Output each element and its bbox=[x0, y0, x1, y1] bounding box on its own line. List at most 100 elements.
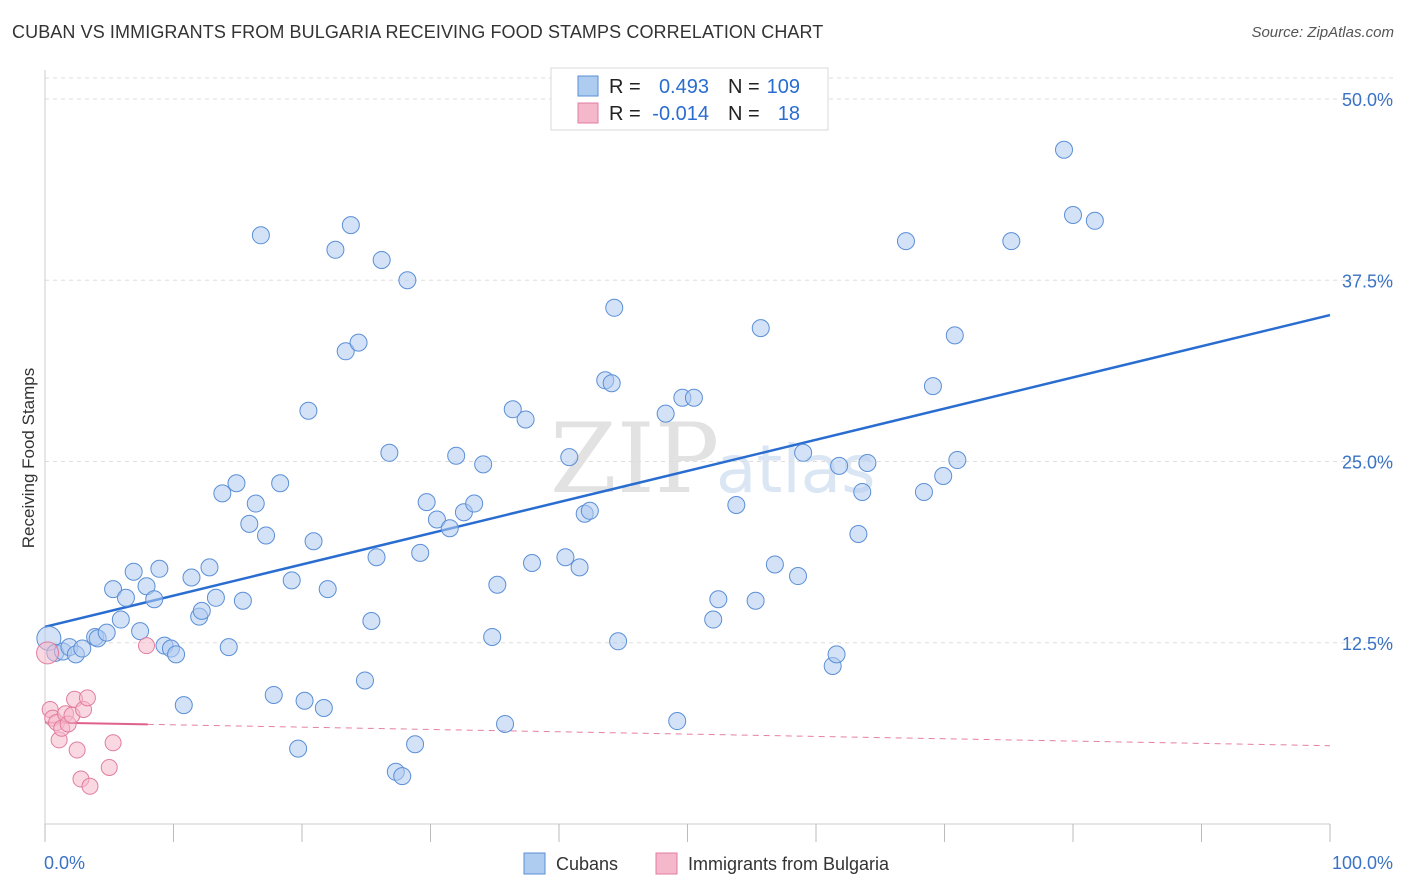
cuban-point bbox=[219, 638, 238, 657]
cuban-point bbox=[295, 691, 314, 710]
cuban-point bbox=[668, 712, 687, 731]
legend-swatch-bulgaria bbox=[577, 102, 599, 124]
y-tick-label: 50.0% bbox=[1342, 90, 1393, 110]
cuban-point bbox=[496, 714, 515, 733]
cuban-point bbox=[367, 548, 386, 567]
cuban-point bbox=[398, 271, 417, 290]
cuban-point bbox=[111, 610, 130, 629]
bulgaria-point bbox=[81, 777, 99, 795]
cuban-point bbox=[523, 554, 542, 572]
cuban-point bbox=[765, 555, 784, 574]
cuban-point bbox=[465, 494, 484, 513]
legend-r-value-cubans: 0.493 bbox=[659, 76, 709, 98]
cuban-point bbox=[427, 510, 446, 529]
cuban-point bbox=[264, 685, 283, 704]
cuban-point bbox=[580, 501, 599, 520]
cuban-point bbox=[948, 451, 967, 470]
cuban-point bbox=[289, 739, 308, 758]
cuban-point bbox=[182, 568, 201, 587]
series-legend: Cubans Immigrants from Bulgaria bbox=[523, 852, 890, 875]
cuban-point bbox=[192, 601, 211, 620]
cuban-point bbox=[299, 401, 318, 420]
cuban-point bbox=[355, 671, 374, 690]
cuban-point bbox=[516, 410, 535, 429]
cuban-point bbox=[727, 496, 746, 514]
y-tick-label: 25.0% bbox=[1342, 453, 1393, 473]
grid-lines bbox=[45, 77, 1395, 644]
legend-n-label-cubans: N = bbox=[728, 76, 760, 98]
tick-labels: 12.5% 25.0% 37.5% 50.0% 0.0% 100.0% bbox=[44, 90, 1393, 873]
y-tick-label: 37.5% bbox=[1342, 271, 1393, 291]
axes bbox=[44, 70, 1331, 842]
cuban-point bbox=[704, 610, 723, 629]
legend-r-label-bulgaria: R = bbox=[609, 103, 641, 125]
cuban-point bbox=[314, 699, 333, 717]
bulgaria-point bbox=[104, 734, 122, 752]
cuban-point bbox=[131, 622, 150, 641]
cuban-point bbox=[406, 735, 425, 754]
cuban-point bbox=[923, 377, 942, 396]
cuban-point bbox=[206, 588, 225, 607]
cuban-point bbox=[602, 374, 621, 393]
cuban-point bbox=[605, 298, 624, 317]
legend-n-label-bulgaria: N = bbox=[728, 103, 760, 125]
stats-legend: R = 0.493 N = 109 R = -0.014 N = 18 bbox=[550, 67, 829, 131]
y-tick-label: 12.5% bbox=[1342, 634, 1393, 654]
cuban-point bbox=[200, 558, 219, 577]
cuban-point bbox=[556, 548, 575, 567]
cuban-point bbox=[656, 404, 675, 423]
cuban-point bbox=[362, 612, 381, 630]
cuban-point bbox=[97, 623, 116, 642]
cuban-point bbox=[104, 580, 123, 599]
legend-r-label-cubans: R = bbox=[609, 76, 641, 98]
cuban-point bbox=[609, 632, 628, 651]
bulgaria-point bbox=[138, 637, 156, 655]
legend-n-value-bulgaria: 18 bbox=[778, 103, 800, 125]
cuban-point bbox=[503, 400, 522, 419]
x-tick-label: 0.0% bbox=[44, 853, 85, 873]
series-legend-swatch-bulgaria bbox=[655, 852, 678, 875]
cuban-point bbox=[858, 453, 877, 472]
legend-r-value-bulgaria: -0.014 bbox=[652, 103, 709, 125]
cuban-point bbox=[914, 482, 933, 501]
cuban-point bbox=[393, 767, 412, 786]
cuban-point bbox=[257, 526, 276, 545]
bulgaria-point bbox=[36, 641, 60, 665]
series-legend-label-cubans: Cubans bbox=[556, 854, 618, 874]
cuban-point bbox=[560, 448, 579, 467]
cuban-point bbox=[447, 446, 466, 465]
cuban-point bbox=[827, 645, 846, 664]
cuban-point bbox=[853, 482, 872, 501]
cuban-point bbox=[789, 567, 808, 586]
cuban-point bbox=[474, 455, 493, 474]
cuban-point bbox=[282, 571, 301, 590]
watermark: ZIP atlas bbox=[550, 403, 876, 515]
cuban-point bbox=[1085, 211, 1104, 230]
cuban-point bbox=[896, 232, 915, 251]
bulgaria-point bbox=[78, 689, 96, 707]
cuban-point bbox=[349, 333, 368, 352]
cuban-point bbox=[417, 493, 436, 512]
cuban-point bbox=[411, 543, 430, 562]
cuban-point bbox=[380, 443, 399, 462]
cuban-point bbox=[304, 532, 323, 551]
cuban-point bbox=[326, 240, 345, 259]
cuban-point bbox=[336, 342, 355, 361]
cuban-point bbox=[709, 590, 728, 609]
data-points bbox=[36, 140, 1104, 795]
trend-line-bulgaria-dashed bbox=[147, 723, 1331, 747]
chart-title: CUBAN VS IMMIGRANTS FROM BULGARIA RECEIV… bbox=[12, 22, 824, 42]
cuban-point bbox=[174, 696, 193, 715]
cuban-point bbox=[246, 494, 265, 513]
cuban-point bbox=[751, 319, 770, 338]
trend-line-cubans bbox=[44, 313, 1331, 629]
cuban-point bbox=[240, 514, 259, 533]
cuban-point bbox=[849, 525, 868, 543]
cuban-point bbox=[1055, 140, 1074, 159]
cuban-point bbox=[1064, 206, 1082, 224]
cuban-point bbox=[341, 216, 360, 235]
cuban-point bbox=[746, 591, 765, 610]
cuban-point bbox=[488, 575, 507, 594]
cuban-point bbox=[830, 456, 849, 475]
